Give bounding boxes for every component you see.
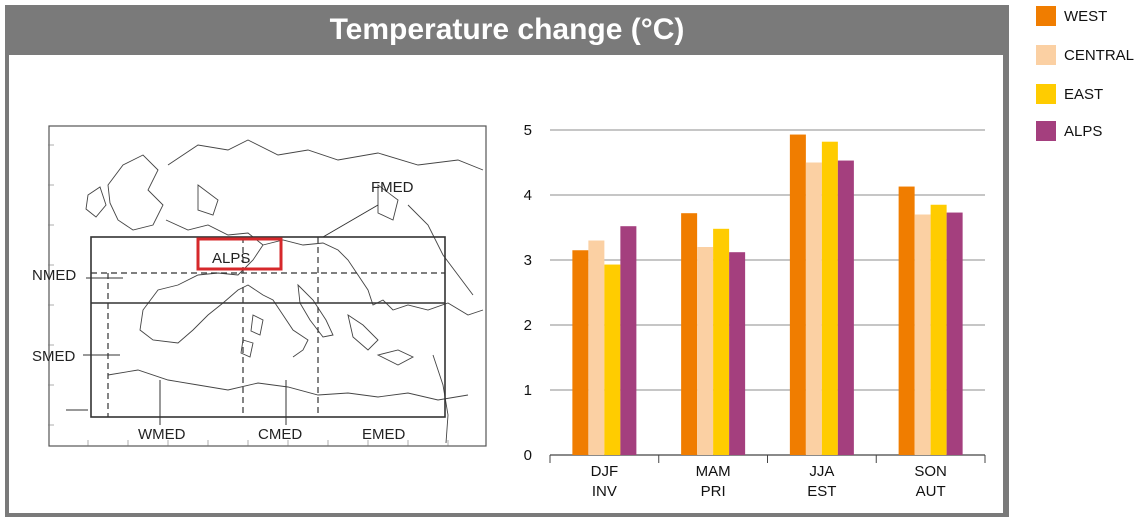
map-label-smed: SMED: [32, 348, 76, 365]
bar: [821, 141, 838, 455]
x-tick-label: JJA: [809, 463, 834, 480]
map-label-nmed: NMED: [32, 267, 77, 284]
y-tick-label: 0: [524, 447, 532, 464]
map-label-cmed: CMED: [258, 426, 303, 443]
bar: [681, 213, 698, 455]
bar: [914, 214, 931, 455]
x-tick-label: DJF: [591, 463, 619, 480]
mediterranean-map: [48, 125, 488, 455]
bar: [572, 250, 589, 455]
y-tick-label: 3: [524, 252, 532, 269]
legend-swatch-central: [1036, 45, 1056, 65]
coastlines: [85, 139, 484, 444]
legend-swatch-alps: [1036, 121, 1056, 141]
bar: [898, 186, 915, 456]
legend-label-east: EAST: [1064, 86, 1104, 103]
bar: [930, 204, 947, 455]
x-tick-label: PRI: [701, 483, 726, 500]
y-tick-label: 5: [524, 122, 532, 139]
map-frame: [48, 125, 487, 447]
alps-highlight-box: [196, 237, 283, 271]
bar: [837, 160, 854, 456]
y-tick-label: 1: [524, 382, 532, 399]
label-arrows: [66, 204, 379, 425]
map-axis-ticks: [48, 144, 449, 446]
y-tick-label: 2: [524, 317, 532, 334]
bar: [805, 162, 822, 455]
map-label-fmed: FMED: [371, 179, 414, 196]
bar: [697, 247, 714, 455]
map-drawing: [48, 125, 487, 447]
legend-swatch-west: [1036, 6, 1056, 26]
x-tick-label: MAM: [696, 463, 731, 480]
x-tick-label: EST: [807, 483, 836, 500]
bar: [946, 212, 963, 455]
bar: [729, 252, 746, 455]
panel-title: Temperature change (°C): [329, 13, 685, 46]
bar: [620, 226, 637, 455]
x-tick-label: SON: [914, 463, 947, 480]
map-label-wmed: WMED: [138, 426, 186, 443]
bar: [713, 228, 730, 455]
map-label-alps: ALPS: [212, 250, 251, 267]
bar: [588, 240, 605, 455]
legend-label-alps: ALPS: [1064, 123, 1103, 140]
legend-label-central: CENTRAL: [1064, 47, 1135, 64]
y-tick-label: 4: [524, 187, 532, 204]
med-region-box: [90, 236, 446, 418]
legend-swatch-east: [1036, 84, 1056, 104]
map-label-emed: EMED: [362, 426, 406, 443]
bar: [789, 134, 806, 456]
x-tick-label: INV: [592, 483, 617, 500]
legend-label-west: WEST: [1064, 8, 1108, 25]
bar: [604, 264, 621, 455]
x-tick-label: AUT: [916, 483, 946, 500]
